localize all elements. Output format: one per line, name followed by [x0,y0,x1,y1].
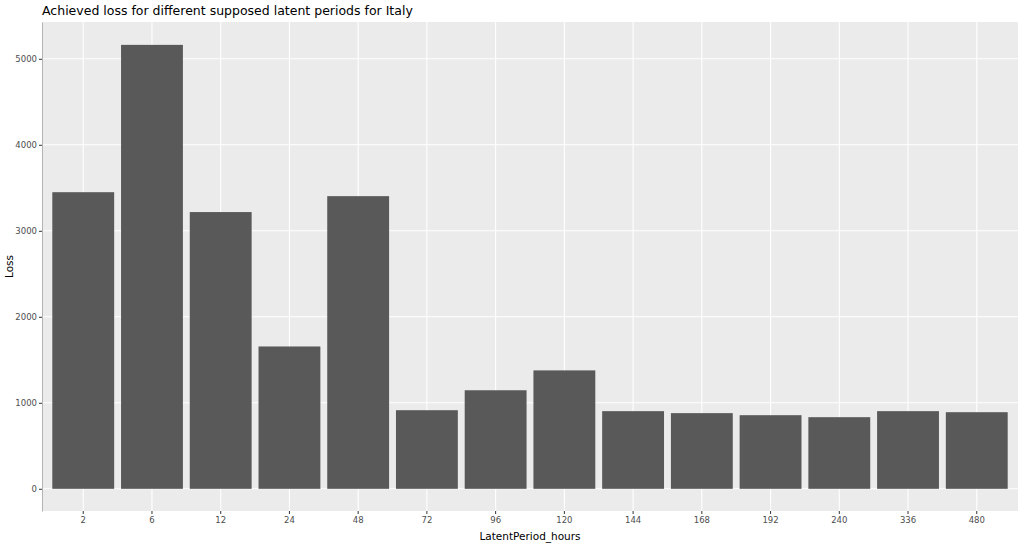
plot: 0 1000 2000 3000 4000 5000 2 6 12 24 48 72 96 120 144 1… [15,22,1018,525]
bar [602,411,664,489]
bar [533,370,595,488]
x-tick: 336 [900,511,916,525]
y-grid-line [42,58,1018,59]
x-tick-label: 240 [831,515,847,525]
x-tick-mark [564,511,565,514]
y-tick-mark [39,59,42,60]
x-tick-label: 96 [490,515,501,525]
x-tick: 192 [762,511,778,525]
x-tick: 120 [556,511,572,525]
x-tick: 480 [969,511,985,525]
x-tick-label: 336 [900,515,916,525]
x-tick-label: 2 [81,515,86,525]
y-grid-line [42,144,1018,145]
y-tick-mark [39,489,42,490]
bar [259,346,321,488]
y-grid-line [42,488,1018,489]
y-tick-mark [39,317,42,318]
y-tick-label: 4000 [15,140,37,150]
x-tick-label: 480 [969,515,985,525]
x-tick-label: 12 [215,515,226,525]
y-grid-line [42,316,1018,317]
bar [740,415,802,489]
bar [465,390,527,489]
bar [877,411,939,489]
x-tick-mark [633,511,634,514]
y-axis-title: Loss [3,255,15,278]
x-tick-label: 192 [762,515,778,525]
x-tick-mark [83,511,84,514]
x-tick-mark [151,511,152,514]
x-tick-mark [289,511,290,514]
x-tick-mark [701,511,702,514]
x-axis-line [43,511,1019,512]
x-tick: 144 [625,511,641,525]
x-tick: 72 [421,511,432,525]
bar [671,413,733,489]
x-tick-mark [770,511,771,514]
panel-background [42,22,1018,511]
y-tick-mark [39,231,42,232]
x-tick-mark [358,511,359,514]
x-tick-mark [220,511,221,514]
y-axis: 0 1000 2000 3000 4000 5000 [15,23,42,512]
x-tick: 6 [149,511,154,525]
y-tick-label: 3000 [15,226,37,236]
bar [121,45,183,489]
bar [327,196,389,489]
x-tick-label: 6 [149,515,154,525]
bar [52,192,114,489]
x-tick-mark [976,511,977,514]
y-tick-mark [39,145,42,146]
x-tick-label: 144 [625,515,641,525]
bar [808,417,870,489]
bar [946,412,1008,489]
y-tick: 0 [32,484,42,494]
x-tick: 24 [284,511,295,525]
x-tick: 12 [215,511,226,525]
bar [190,212,252,489]
grid [42,22,1018,511]
y-grid-line [42,230,1018,231]
bar [396,410,458,489]
x-tick: 2 [81,511,86,525]
x-tick: 48 [353,511,364,525]
y-tick-label: 5000 [15,54,37,64]
y-tick-mark [39,403,42,404]
y-tick: 2000 [15,312,42,322]
x-tick: 168 [694,511,710,525]
x-tick: 240 [831,511,847,525]
x-axis: 2 6 12 24 48 72 96 120 144 168 192 240 336 480 [43,511,1019,525]
y-tick: 5000 [15,54,42,64]
y-axis-line [42,23,43,512]
y-tick: 4000 [15,140,42,150]
x-axis-title: LatentPeriod_hours [479,530,580,543]
x-tick-mark [908,511,909,514]
x-tick-label: 120 [556,515,572,525]
x-tick-label: 48 [353,515,364,525]
y-tick-label: 0 [32,484,37,494]
bars [52,45,1007,489]
y-tick-label: 2000 [15,312,37,322]
x-tick-mark [495,511,496,514]
x-tick-mark [839,511,840,514]
title: Achieved loss for different supposed lat… [42,3,413,18]
x-tick-mark [426,511,427,514]
x-tick: 96 [490,511,501,525]
x-tick-label: 24 [284,515,295,525]
x-tick-label: 168 [694,515,710,525]
y-tick-label: 1000 [15,398,37,408]
chart: 0 1000 2000 3000 4000 5000 2 6 12 24 48 72 96 120 144 1… [0,0,1024,546]
y-grid-line [42,402,1018,403]
x-tick-label: 72 [421,515,432,525]
y-tick: 3000 [15,226,42,236]
y-tick: 1000 [15,398,42,408]
